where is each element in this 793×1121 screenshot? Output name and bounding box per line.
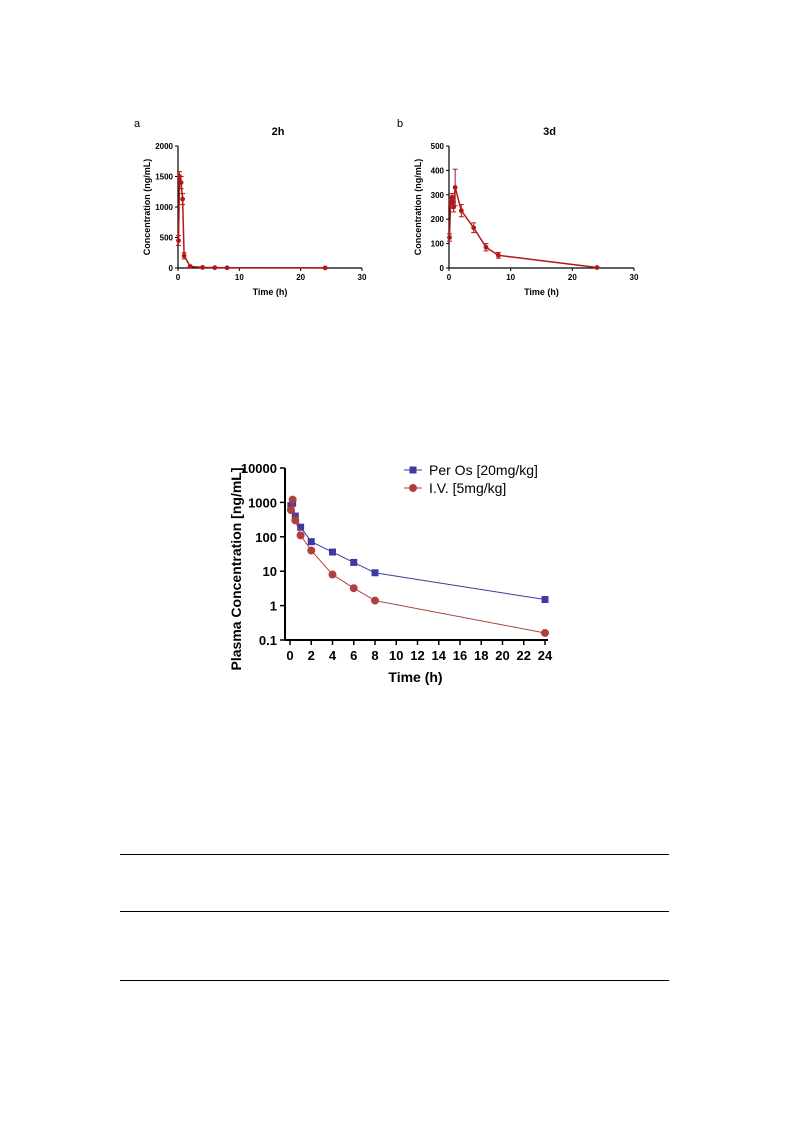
y-tick-label: 100 [255,530,277,545]
x-tick-label: 0 [286,648,293,663]
y-axis-label: Plasma Concentration [ng/mL] [228,467,244,670]
x-tick-label: 18 [474,648,488,663]
table-mid-rule [120,911,669,912]
data-point-square [371,569,379,577]
y-tick-label: 1000 [155,203,173,212]
data-point [187,264,193,269]
data-point-square [541,596,549,604]
legend-marker-square [409,466,417,474]
chart-title: 3d [543,126,556,138]
y-tick-label: 500 [431,142,445,151]
series-line-1 [290,499,546,634]
data-point [200,264,205,270]
data-point [181,253,187,259]
x-tick-label: 12 [410,648,424,663]
series-line [448,187,598,269]
y-tick-label: 2000 [155,142,173,151]
x-axis-label: Time (h) [253,287,288,297]
x-tick-label: 6 [350,648,357,663]
y-tick-label: 10 [263,564,277,579]
data-point [224,265,230,271]
data-point-circle [296,531,305,540]
panel-letter-a: a [134,118,141,130]
y-tick-label: 1500 [155,173,173,182]
legend-marker-circle [409,484,417,492]
data-point [594,265,600,270]
data-point [483,244,489,250]
data-point [180,196,186,202]
x-axis-label: Time (h) [388,669,442,685]
y-tick-label: 200 [431,215,445,224]
chart-title: 2h [272,126,285,138]
data-point-square [350,558,358,566]
y-tick-label: 0 [169,264,174,273]
data-point-square [329,548,336,556]
x-tick-label: 8 [371,648,378,663]
y-tick-label: 10000 [241,461,277,476]
table-bottom-rule [120,980,669,981]
y-tick-label: 1 [270,599,277,614]
table-top-rule [120,854,669,855]
y-tick-label: 0 [440,264,445,273]
data-point-circle [291,516,300,525]
y-tick-label: 400 [431,166,445,175]
y-tick-label: 500 [160,234,174,243]
data-point-circle [541,628,549,637]
x-tick-label: 2 [308,648,315,663]
y-axis-label: Concentration (ng/mL) [413,159,423,256]
data-point-circle [307,546,316,555]
data-point [176,238,181,243]
data-point-square [291,512,299,520]
x-tick-label: 30 [358,273,367,282]
y-tick-label: 300 [431,191,445,200]
x-tick-label: 4 [329,648,337,663]
data-point-circle [328,570,337,579]
y-tick-label: 100 [431,240,445,249]
series-line [177,176,326,269]
y-axis-label: Concentration (ng/mL) [142,159,152,256]
x-tick-label: 10 [506,273,515,282]
data-point [322,265,328,271]
panel-letter-b: b [397,118,404,130]
x-tick-label: 10 [235,273,244,282]
data-point [178,180,184,186]
data-point [212,265,218,271]
data-point [449,194,455,200]
x-tick-label: 0 [447,273,452,282]
y-tick-label: 1000 [248,495,277,510]
data-point-square [307,538,315,546]
x-tick-label: 0 [176,273,181,282]
data-point-circle [371,596,379,605]
x-tick-label: 20 [495,648,509,663]
x-tick-label: 30 [630,273,639,282]
data-point [495,252,501,258]
data-point-circle [286,506,295,515]
x-tick-label: 14 [432,648,447,663]
data-point-square [297,523,305,531]
x-axis-label: Time (h) [524,287,559,297]
data-point [452,185,458,190]
data-point-circle [349,584,358,593]
data-point [471,225,477,231]
series-line-0 [290,501,546,601]
x-tick-label: 24 [538,648,553,663]
data-point-circle [288,495,297,504]
x-tick-label: 10 [389,648,403,663]
x-tick-label: 20 [296,273,305,282]
data-point [447,235,452,240]
y-tick-label: 0.1 [259,633,277,648]
x-tick-label: 22 [517,648,531,663]
data-point [458,208,464,214]
x-tick-label: 16 [453,648,467,663]
legend-label: I.V. [5mg/kg] [429,480,506,496]
x-tick-label: 20 [568,273,577,282]
legend-label: Per Os [20mg/kg] [429,462,538,478]
